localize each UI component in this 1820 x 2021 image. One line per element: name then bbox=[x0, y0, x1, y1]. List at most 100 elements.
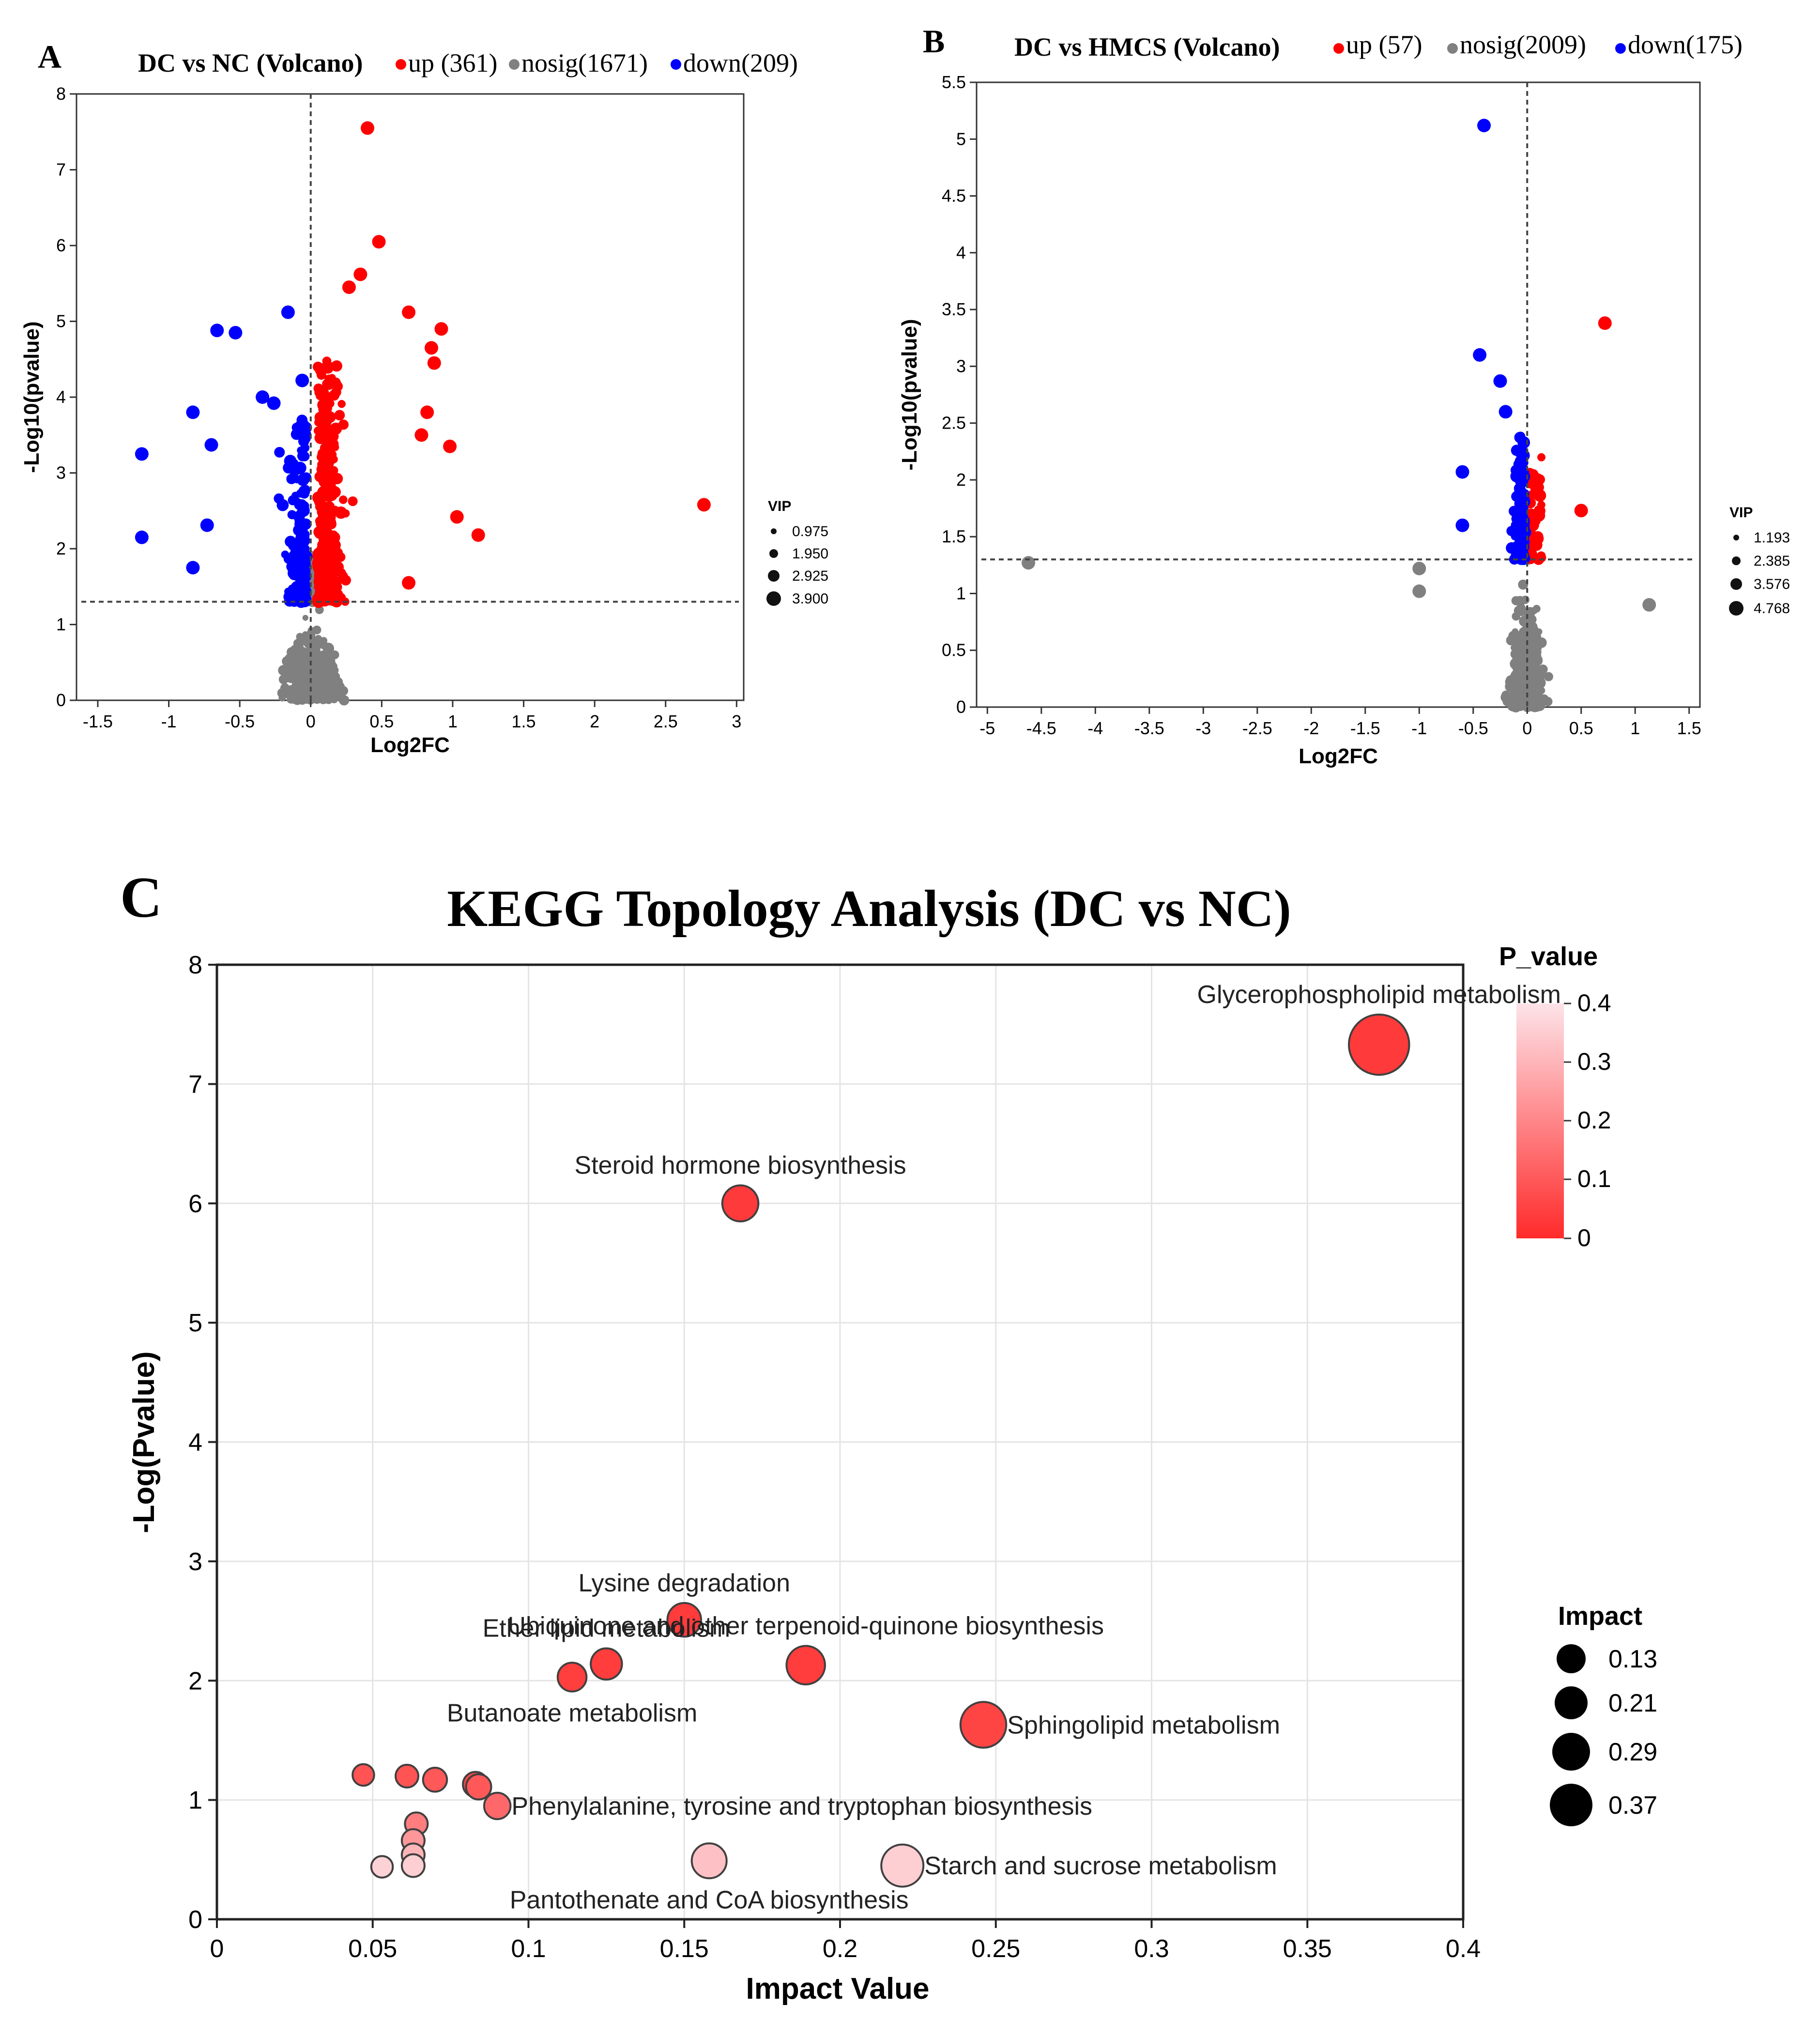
up-point bbox=[1527, 519, 1539, 531]
up-point bbox=[328, 450, 337, 459]
down-point bbox=[300, 595, 312, 607]
nosig-point bbox=[1518, 579, 1529, 590]
y-tick-label: 7 bbox=[56, 160, 66, 180]
down-point bbox=[1515, 524, 1526, 534]
down-point bbox=[283, 462, 294, 474]
down-point bbox=[186, 561, 200, 575]
nosig-point bbox=[315, 689, 326, 700]
panel-a-vip-marker bbox=[771, 528, 777, 534]
y-tick-label: 4 bbox=[956, 243, 966, 262]
pathway-point bbox=[395, 1763, 420, 1789]
panel-a-vip-title: VIP bbox=[768, 498, 791, 514]
panel-b-significant-points bbox=[1022, 119, 1656, 612]
up-point bbox=[443, 439, 457, 453]
panel-b-legend-down-marker bbox=[1615, 43, 1626, 54]
panel-a-legend-down: down(209) bbox=[683, 48, 798, 77]
pvalue-tick-label: 0 bbox=[1577, 1224, 1591, 1251]
nosig-point bbox=[1521, 626, 1528, 632]
impact-legend-marker bbox=[1555, 1686, 1588, 1719]
nosig-point bbox=[1518, 652, 1528, 662]
pathway-point bbox=[352, 1763, 375, 1787]
down-point bbox=[281, 550, 290, 559]
panel-b-vip-marker bbox=[1732, 556, 1741, 565]
impact-legend-value: 0.13 bbox=[1608, 1645, 1657, 1673]
panel-c-y-axis: 0 1 2 3 4 5 6 7 8 bbox=[188, 951, 217, 1934]
pathway-label: Ubiquinone and other terpenoid-quinone b… bbox=[507, 1612, 1104, 1640]
nosig-point bbox=[1505, 680, 1516, 693]
up-point bbox=[424, 341, 438, 355]
down-point bbox=[1516, 463, 1525, 473]
y-tick-label: 7 bbox=[188, 1070, 202, 1098]
nosig-point bbox=[1412, 561, 1426, 575]
nosig-point bbox=[314, 674, 321, 682]
x-tick-label: 1 bbox=[1630, 718, 1640, 738]
nosig-point bbox=[1513, 656, 1519, 663]
up-point bbox=[427, 356, 441, 370]
down-point bbox=[298, 583, 310, 596]
down-point bbox=[274, 447, 285, 458]
down-point bbox=[300, 548, 308, 557]
down-point bbox=[293, 498, 302, 507]
x-tick-label: 0.4 bbox=[1446, 1935, 1481, 1963]
y-tick-label: 3.5 bbox=[942, 299, 966, 319]
y-tick-label: 8 bbox=[188, 951, 202, 979]
panel-a-vip-marker bbox=[769, 549, 778, 558]
down-point bbox=[204, 438, 218, 452]
x-tick-label: 2.5 bbox=[654, 711, 678, 731]
down-point bbox=[267, 396, 281, 410]
nosig-point bbox=[1521, 595, 1530, 604]
x-tick-label: -3.5 bbox=[1134, 718, 1164, 738]
nosig-point bbox=[338, 695, 350, 706]
pathway-point bbox=[690, 1842, 728, 1880]
up-point bbox=[335, 506, 347, 519]
pvalue-colorbar-ticks: 0.4 0.3 0.2 0.1 0 bbox=[1564, 989, 1611, 1251]
x-tick-label: 0.5 bbox=[369, 711, 394, 731]
panel-b-legend-up-marker bbox=[1333, 43, 1344, 54]
up-point bbox=[434, 322, 448, 336]
y-tick-label: 5.5 bbox=[942, 72, 966, 92]
pathway-label: Lysine degradation bbox=[578, 1569, 790, 1597]
nosig-point bbox=[1532, 655, 1543, 665]
down-point bbox=[298, 567, 310, 580]
up-point bbox=[328, 389, 340, 401]
x-tick-label: -4.5 bbox=[1026, 718, 1056, 738]
nosig-point bbox=[1507, 699, 1517, 710]
x-tick-label: 0 bbox=[210, 1935, 224, 1963]
panel-a-legend-down-marker bbox=[671, 59, 681, 70]
pvalue-tick-label: 0.3 bbox=[1577, 1048, 1611, 1075]
pathway-point bbox=[370, 1855, 394, 1879]
panel-b-vip-marker bbox=[1730, 578, 1742, 590]
nosig-point bbox=[329, 672, 339, 682]
nosig-point bbox=[284, 687, 294, 697]
y-tick-label: 2 bbox=[56, 539, 66, 558]
x-tick-label: -1.5 bbox=[83, 711, 113, 731]
nosig-point bbox=[302, 615, 308, 621]
y-tick-label: 4 bbox=[56, 387, 66, 407]
y-tick-label: 0 bbox=[188, 1906, 202, 1934]
nosig-point bbox=[312, 638, 323, 649]
down-point bbox=[135, 447, 149, 461]
up-point bbox=[337, 400, 346, 408]
y-tick-label: 0 bbox=[56, 690, 66, 710]
x-tick-label: -0.5 bbox=[225, 711, 255, 731]
down-point bbox=[295, 373, 309, 387]
down-point bbox=[210, 324, 224, 338]
y-tick-label: 2 bbox=[956, 470, 966, 490]
down-point bbox=[1499, 405, 1513, 419]
panel-a-significant-points bbox=[135, 121, 711, 608]
nosig-point bbox=[333, 679, 343, 689]
down-point bbox=[1473, 348, 1487, 362]
impact-legend-value: 0.29 bbox=[1608, 1738, 1657, 1766]
pvalue-tick-label: 0.1 bbox=[1577, 1165, 1611, 1192]
x-tick-label: 0.2 bbox=[823, 1935, 857, 1963]
impact-legend-marker bbox=[1552, 1733, 1590, 1771]
up-point bbox=[450, 510, 464, 524]
panel-b-y-label: -Log10(pvalue) bbox=[898, 319, 921, 471]
panel-b-y-axis: 0 0.5 1 1.5 2 2.5 3 3.5 4 4.5 5 5.5 bbox=[942, 72, 977, 717]
impact-legend-marker bbox=[1557, 1644, 1586, 1673]
y-tick-label: 2.5 bbox=[942, 413, 966, 433]
impact-legend: 0.13 0.21 0.29 0.37 bbox=[1550, 1644, 1657, 1826]
nosig-point bbox=[1521, 642, 1530, 651]
x-tick-label: 0.25 bbox=[971, 1935, 1020, 1963]
panel-b-x-axis: -5 -4.5 -4 -3.5 -3 -2.5 -2 -1.5 -1 -0.5 0 0.5 1 1.5 bbox=[979, 707, 1701, 738]
